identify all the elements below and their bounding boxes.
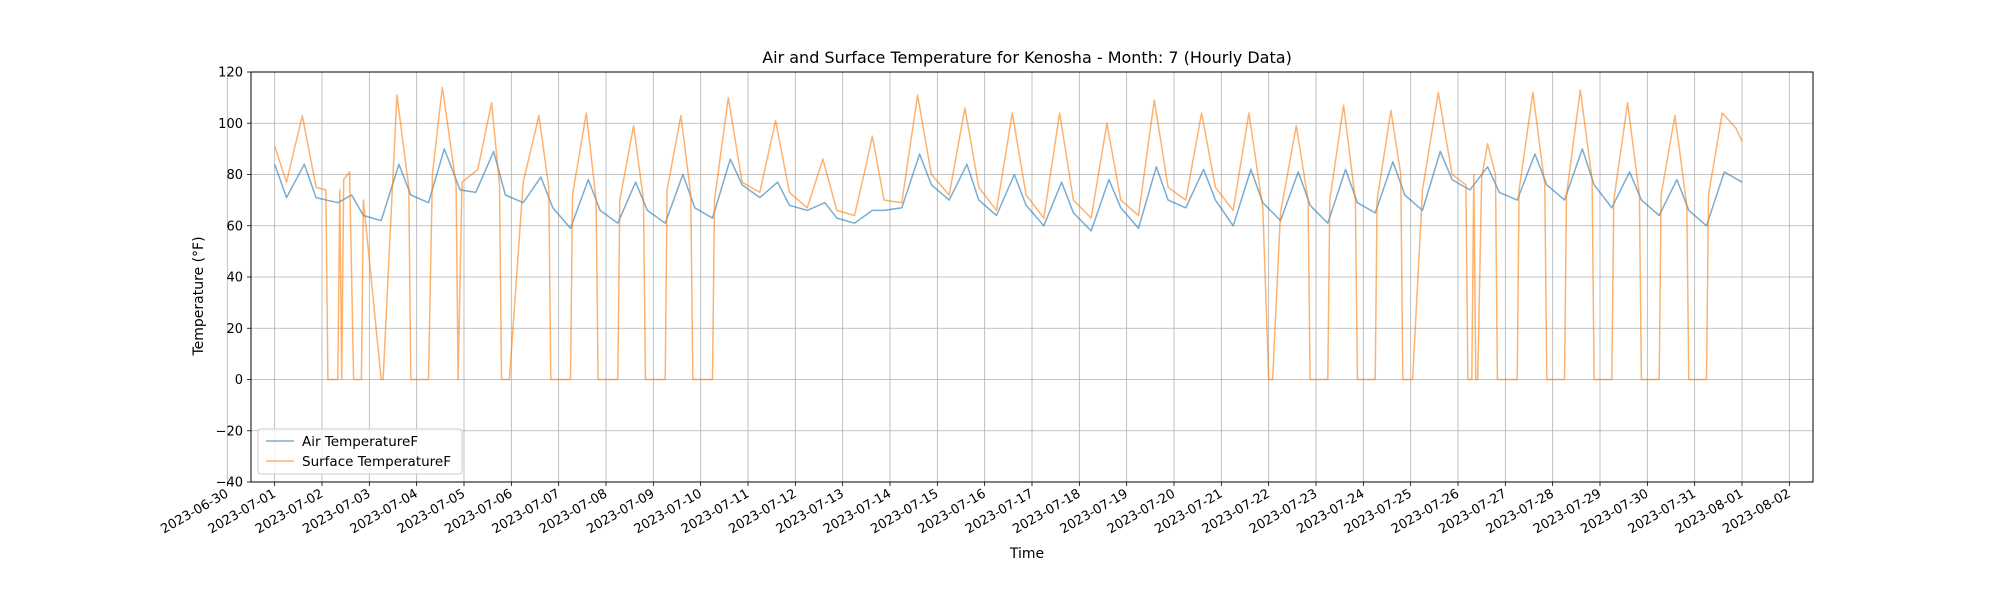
y-axis-title: Temperature (°F) — [191, 236, 207, 356]
y-tick-label: −40 — [216, 476, 243, 491]
x-axis-title: Time — [1009, 546, 1044, 562]
y-tick-label: 60 — [226, 219, 243, 234]
series-lines — [273, 86, 1743, 381]
chart-title: Air and Surface Temperature for Kenosha … — [762, 48, 1292, 67]
y-tick-label: 80 — [226, 168, 243, 183]
series-line-air-temperature — [273, 148, 1743, 232]
y-tick-label: −20 — [216, 424, 243, 439]
legend-label-air: Air TemperatureF — [302, 434, 418, 450]
series-line-surface-temperature — [273, 86, 1743, 381]
y-tick-label: 100 — [218, 117, 243, 132]
legend-box — [257, 428, 463, 475]
y-tick-label: 0 — [235, 373, 243, 388]
y-tick-label: 120 — [218, 66, 243, 81]
y-tick-label: 40 — [226, 271, 243, 286]
legend-label-surface: Surface TemperatureF — [302, 454, 451, 470]
legend: Air TemperatureF Surface TemperatureF — [257, 428, 463, 475]
y-tick-label: 20 — [226, 322, 243, 337]
